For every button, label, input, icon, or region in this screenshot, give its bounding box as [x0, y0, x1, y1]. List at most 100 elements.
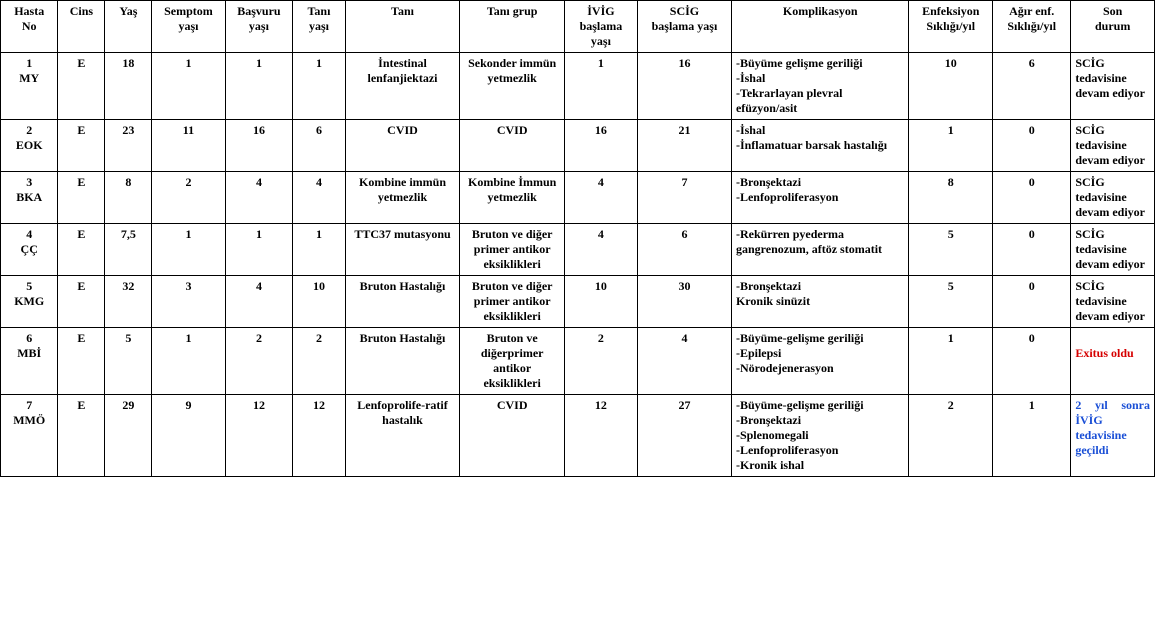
cell-agir: 6: [993, 53, 1071, 120]
cell-basvuru: 1: [225, 224, 293, 276]
cell-scig: 4: [637, 328, 731, 395]
col-header-5: Tanıyaşı: [293, 1, 345, 53]
cell-komp: -Büyüme-gelişme geriliği-Epilepsi-Nörode…: [731, 328, 909, 395]
cell-basvuru: 4: [225, 276, 293, 328]
col-header-13: Sondurum: [1071, 1, 1155, 53]
cell-yas: 8: [105, 172, 152, 224]
cell-ivig: 4: [564, 172, 637, 224]
cell-tani: İntestinal lenfanjiektazi: [345, 53, 460, 120]
table-header: HastaNoCinsYaşSemptomyaşıBaşvuruyaşıTanı…: [1, 1, 1155, 53]
cell-ivig: 2: [564, 328, 637, 395]
komp-item: Kronik sinüzit: [736, 294, 905, 309]
col-header-11: EnfeksiyonSıklığı/yıl: [909, 1, 993, 53]
table-row: 4ÇÇE7,5111TTC37 mutasyonuBruton ve diğer…: [1, 224, 1155, 276]
cell-scig: 30: [637, 276, 731, 328]
cell-tani_yas: 6: [293, 120, 345, 172]
cell-tani: Kombine immün yetmezlik: [345, 172, 460, 224]
cell-tani_grup: CVID: [460, 120, 564, 172]
col-header-7: Tanı grup: [460, 1, 564, 53]
komp-item: -Splenomegali: [736, 428, 905, 443]
cell-cins: E: [58, 395, 105, 477]
cell-hasta_id: 1MY: [1, 53, 58, 120]
cell-agir: 0: [993, 328, 1071, 395]
cell-son-durum: SCİG tedavisine devam ediyor: [1071, 224, 1155, 276]
cell-scig: 21: [637, 120, 731, 172]
cell-scig: 27: [637, 395, 731, 477]
cell-agir: 0: [993, 120, 1071, 172]
table-row: 2EOKE2311166CVIDCVID1621-İshal-İnflamatu…: [1, 120, 1155, 172]
cell-yas: 23: [105, 120, 152, 172]
cell-enf: 5: [909, 224, 993, 276]
cell-semptom: 1: [152, 328, 225, 395]
col-header-8: İVİGbaşlamayaşı: [564, 1, 637, 53]
komp-item: -Büyüme gelişme geriliği: [736, 56, 905, 71]
cell-tani_grup: Bruton ve diğer primer antikor eksiklikl…: [460, 224, 564, 276]
cell-semptom: 11: [152, 120, 225, 172]
cell-komp: -Büyüme-gelişme geriliği-Bronşektazi-Spl…: [731, 395, 909, 477]
cell-semptom: 3: [152, 276, 225, 328]
cell-scig: 6: [637, 224, 731, 276]
cell-tani_yas: 2: [293, 328, 345, 395]
cell-tani: Lenfoprolife-ratif hastalık: [345, 395, 460, 477]
cell-tani: Bruton Hastalığı: [345, 276, 460, 328]
cell-tani_grup: CVID: [460, 395, 564, 477]
cell-son-durum: SCİG tedavisine devam ediyor: [1071, 53, 1155, 120]
cell-hasta_id: 4ÇÇ: [1, 224, 58, 276]
cell-hasta_id: 6MBİ: [1, 328, 58, 395]
cell-yas: 32: [105, 276, 152, 328]
table-row: 5KMGE323410Bruton HastalığıBruton ve diğ…: [1, 276, 1155, 328]
cell-hasta_id: 2EOK: [1, 120, 58, 172]
cell-cins: E: [58, 53, 105, 120]
col-header-6: Tanı: [345, 1, 460, 53]
col-header-12: Ağır enf.Sıklığı/yıl: [993, 1, 1071, 53]
cell-komp: -İshal-İnflamatuar barsak hastalığı: [731, 120, 909, 172]
komp-item: -Bronşektazi: [736, 175, 905, 190]
patient-table: HastaNoCinsYaşSemptomyaşıBaşvuruyaşıTanı…: [0, 0, 1155, 477]
cell-ivig: 12: [564, 395, 637, 477]
komp-item: -Lenfoproliferasyon: [736, 443, 905, 458]
cell-yas: 7,5: [105, 224, 152, 276]
cell-scig: 7: [637, 172, 731, 224]
col-header-1: Cins: [58, 1, 105, 53]
cell-tani_grup: Kombine İmmun yetmezlik: [460, 172, 564, 224]
cell-enf: 1: [909, 120, 993, 172]
cell-hasta_id: 7MMÖ: [1, 395, 58, 477]
komp-item: -Epilepsi: [736, 346, 905, 361]
cell-tani: TTC37 mutasyonu: [345, 224, 460, 276]
cell-agir: 1: [993, 395, 1071, 477]
cell-komp: -BronşektaziKronik sinüzit: [731, 276, 909, 328]
table-row: 6MBİE5122Bruton HastalığıBruton ve diğer…: [1, 328, 1155, 395]
cell-hasta_id: 5KMG: [1, 276, 58, 328]
cell-cins: E: [58, 328, 105, 395]
komp-item: -Tekrarlayan plevral efüzyon/asit: [736, 86, 905, 116]
cell-son-durum: SCİG tedavisine devam ediyor: [1071, 172, 1155, 224]
cell-ivig: 16: [564, 120, 637, 172]
cell-tani_yas: 1: [293, 224, 345, 276]
cell-tani_grup: Bruton ve diğerprimer antikor eksiklikle…: [460, 328, 564, 395]
son-durum-text: SCİG tedavisine devam ediyor: [1075, 56, 1145, 100]
cell-tani_yas: 4: [293, 172, 345, 224]
komp-item: -Bronşektazi: [736, 413, 905, 428]
cell-son-durum: SCİG tedavisine devam ediyor: [1071, 276, 1155, 328]
cell-enf: 1: [909, 328, 993, 395]
cell-semptom: 9: [152, 395, 225, 477]
col-header-0: HastaNo: [1, 1, 58, 53]
komp-item: -Büyüme-gelişme geriliği: [736, 331, 905, 346]
cell-son-durum: SCİG tedavisine devam ediyor: [1071, 120, 1155, 172]
komp-item: -İshal: [736, 71, 905, 86]
cell-cins: E: [58, 276, 105, 328]
col-header-2: Yaş: [105, 1, 152, 53]
cell-tani_yas: 12: [293, 395, 345, 477]
cell-agir: 0: [993, 276, 1071, 328]
cell-komp: -Rekürren pyederma gangrenozum, aftöz st…: [731, 224, 909, 276]
table-body: 1MYE18111İntestinal lenfanjiektaziSekond…: [1, 53, 1155, 477]
cell-basvuru: 1: [225, 53, 293, 120]
cell-yas: 5: [105, 328, 152, 395]
komp-item: -Lenfoproliferasyon: [736, 190, 905, 205]
cell-agir: 0: [993, 224, 1071, 276]
komp-item: -İnflamatuar barsak hastalığı: [736, 138, 905, 153]
cell-basvuru: 16: [225, 120, 293, 172]
cell-yas: 18: [105, 53, 152, 120]
cell-basvuru: 2: [225, 328, 293, 395]
cell-cins: E: [58, 172, 105, 224]
